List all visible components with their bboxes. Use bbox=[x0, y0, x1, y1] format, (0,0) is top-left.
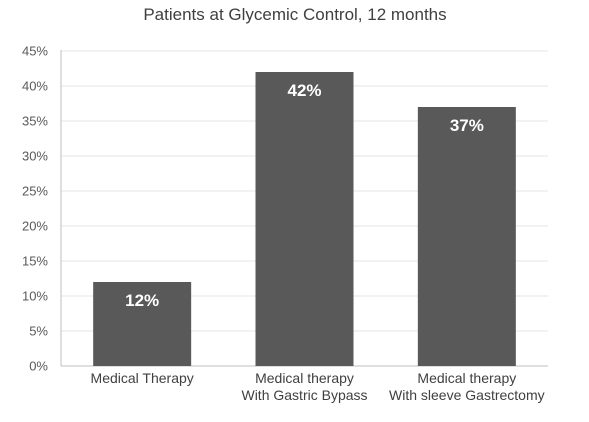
y-tick-label: 40% bbox=[22, 79, 48, 94]
category-label: With sleeve Gastrectomy bbox=[389, 387, 545, 403]
y-axis-ticks: 0% 5% 10% 15% 20% 25% 30% 35% 40% 45% bbox=[22, 44, 48, 374]
data-label: 37% bbox=[450, 116, 484, 135]
data-label: 42% bbox=[287, 81, 321, 100]
y-tick-label: 20% bbox=[22, 219, 48, 234]
y-tick-label: 0% bbox=[29, 359, 48, 374]
y-tick-label: 10% bbox=[22, 289, 48, 304]
category-label: Medical therapy bbox=[417, 370, 516, 386]
bar bbox=[93, 282, 192, 366]
chart-title: Patients at Glycemic Control, 12 months bbox=[143, 5, 446, 24]
y-tick-label: 15% bbox=[22, 254, 48, 269]
y-tick-label: 35% bbox=[22, 114, 48, 129]
category-label: Medical Therapy bbox=[91, 370, 194, 386]
data-label: 12% bbox=[125, 291, 159, 310]
y-tick-label: 25% bbox=[22, 184, 48, 199]
y-tick-label: 45% bbox=[22, 44, 48, 59]
data-labels: 12% 42% 37% bbox=[125, 81, 484, 310]
bars bbox=[93, 72, 516, 366]
y-tick-label: 5% bbox=[29, 324, 48, 339]
bar bbox=[255, 72, 354, 366]
y-tick-label: 30% bbox=[22, 149, 48, 164]
category-label: With Gastric Bypass bbox=[241, 387, 367, 403]
category-label: Medical therapy bbox=[255, 370, 354, 386]
bar bbox=[417, 107, 516, 366]
